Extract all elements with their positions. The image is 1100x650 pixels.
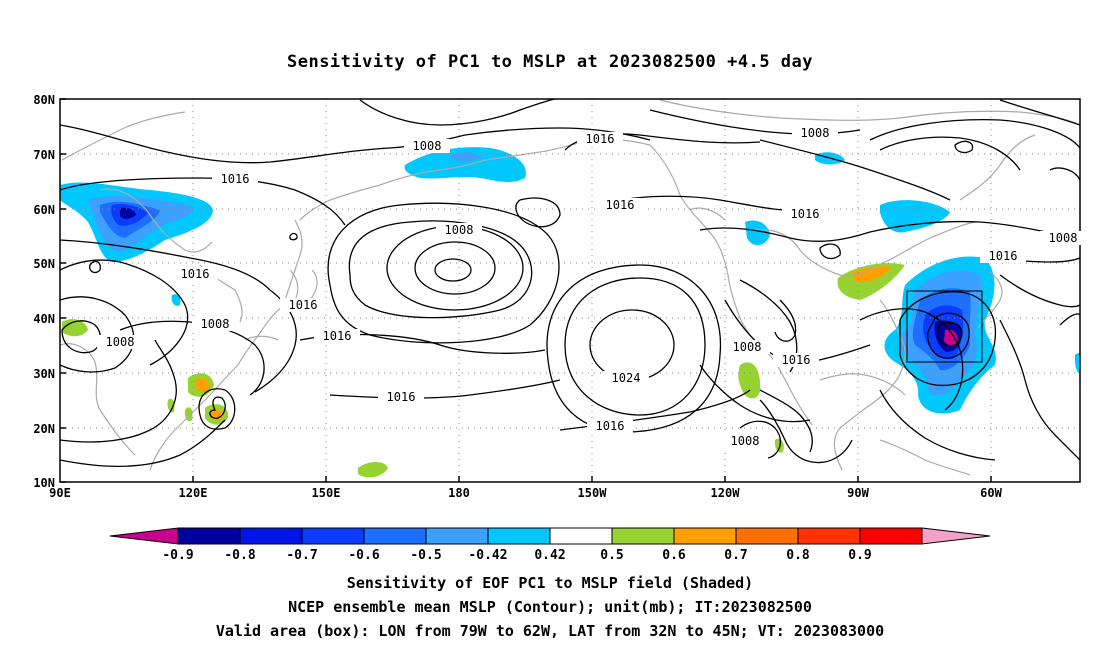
shade-positive bbox=[167, 398, 175, 413]
contour-label: 1016 bbox=[387, 390, 416, 404]
shade-negative bbox=[944, 329, 958, 346]
contour-label: 1008 bbox=[201, 317, 230, 331]
colorbar-swatch bbox=[301, 527, 365, 545]
shade-negative bbox=[1074, 353, 1080, 374]
colorbar-high-arrow bbox=[921, 527, 991, 545]
lon-label: 120E bbox=[179, 486, 208, 500]
lat-label: 70N bbox=[33, 148, 55, 162]
lon-label: 90E bbox=[49, 486, 71, 500]
colorbar-label: -0.9 bbox=[162, 548, 193, 563]
contour-label: 1016 bbox=[782, 353, 811, 367]
footer-line-3: Valid area (box): LON from 79W to 62W, L… bbox=[215, 622, 885, 640]
contour-label: 1008 bbox=[413, 139, 442, 153]
shade-negative bbox=[120, 207, 136, 219]
contour-label: 1008 bbox=[801, 126, 830, 140]
lon-label: 90W bbox=[847, 486, 869, 500]
colorbar-swatch bbox=[735, 527, 799, 545]
colorbar-label: 0.8 bbox=[786, 548, 810, 563]
contour-label: 1016 bbox=[791, 207, 820, 221]
colorbar-swatch bbox=[673, 527, 737, 545]
shade-positive bbox=[738, 362, 761, 399]
colorbar-label: 0.5 bbox=[600, 548, 623, 563]
colorbar-label: 0.9 bbox=[848, 548, 871, 563]
contour-label: 1016 bbox=[586, 132, 615, 146]
shade-negative bbox=[404, 147, 526, 183]
shade-negative bbox=[880, 200, 950, 233]
contour-label: 1016 bbox=[181, 267, 210, 281]
contour-label: 1016 bbox=[606, 198, 635, 212]
lat-label: 50N bbox=[33, 257, 55, 271]
footer-line-1: Sensitivity of EOF PC1 to MSLP field (Sh… bbox=[346, 574, 754, 592]
lon-label: 120W bbox=[711, 486, 741, 500]
shade-negative bbox=[171, 294, 181, 306]
lat-label: 10N bbox=[33, 476, 55, 490]
colorbar-label: 0.7 bbox=[724, 548, 747, 563]
chart-title: Sensitivity of PC1 to MSLP at 2023082500… bbox=[286, 52, 813, 72]
contour-label: 1008 bbox=[1049, 231, 1078, 245]
lat-label: 60N bbox=[33, 203, 55, 217]
contour-label: 1008 bbox=[445, 223, 474, 237]
valid-area-box bbox=[906, 290, 983, 363]
shade-positive bbox=[852, 266, 892, 283]
contour-label: 1016 bbox=[289, 298, 318, 312]
shade-positive bbox=[62, 319, 88, 337]
colorbar-swatch bbox=[239, 527, 303, 545]
contour-label: 1016 bbox=[221, 172, 250, 186]
contour-label: 1016 bbox=[989, 249, 1018, 263]
footer-line-2: NCEP ensemble mean MSLP (Contour); unit(… bbox=[288, 598, 812, 616]
shade-positive bbox=[358, 462, 388, 478]
colorbar-swatch bbox=[363, 527, 427, 545]
lat-label: 30N bbox=[33, 367, 55, 381]
lat-label: 80N bbox=[33, 93, 55, 107]
lon-label: 60W bbox=[980, 486, 1002, 500]
colorbar-swatch bbox=[549, 527, 613, 545]
lon-axis: 90E 120E 150E 180 150W 120W 90W 60W bbox=[49, 476, 1003, 500]
colorbar-swatch bbox=[859, 527, 923, 545]
colorbar-label: -0.6 bbox=[348, 548, 379, 563]
colorbar-label: -0.42 bbox=[468, 548, 507, 563]
lon-label: 150E bbox=[312, 486, 341, 500]
lon-label: 150W bbox=[578, 486, 608, 500]
contour-label: 1008 bbox=[731, 434, 760, 448]
colorbar-swatch bbox=[611, 527, 675, 545]
colorbar-label: 0.6 bbox=[662, 548, 686, 563]
map-frame bbox=[59, 98, 1081, 483]
contour-label: 1008 bbox=[733, 340, 762, 354]
colorbar-label: -0.8 bbox=[224, 548, 255, 563]
colorbar-label: 0.42 bbox=[534, 548, 565, 563]
colorbar: -0.9 -0.8 -0.7 -0.6 -0.5 -0.42 0.42 0.5 0.6 0.7 0.… bbox=[109, 527, 991, 563]
colorbar-label: -0.7 bbox=[286, 548, 317, 563]
contour-label: 1016 bbox=[323, 329, 352, 343]
contour-label: 1016 bbox=[596, 419, 625, 433]
shade-negative bbox=[745, 220, 770, 246]
colorbar-low-arrow bbox=[109, 527, 179, 545]
contour-label: 1008 bbox=[106, 335, 135, 349]
colorbar-swatch bbox=[487, 527, 551, 545]
colorbar-label: -0.5 bbox=[410, 548, 441, 563]
lat-axis: 80N 70N 60N 50N 40N 30N 20N 10N bbox=[33, 93, 66, 490]
lat-label: 40N bbox=[33, 312, 55, 326]
lat-label: 20N bbox=[33, 422, 55, 436]
colorbar-swatch bbox=[177, 527, 241, 545]
contour-label: 1024 bbox=[612, 371, 641, 385]
colorbar-swatch bbox=[797, 527, 861, 545]
shade-positive bbox=[195, 378, 210, 392]
colorbar-swatch bbox=[425, 527, 489, 545]
contour-labels: 1008 1016 1008 1016 1016 1008 1016 1008 … bbox=[97, 126, 1086, 448]
lon-label: 180 bbox=[448, 486, 470, 500]
